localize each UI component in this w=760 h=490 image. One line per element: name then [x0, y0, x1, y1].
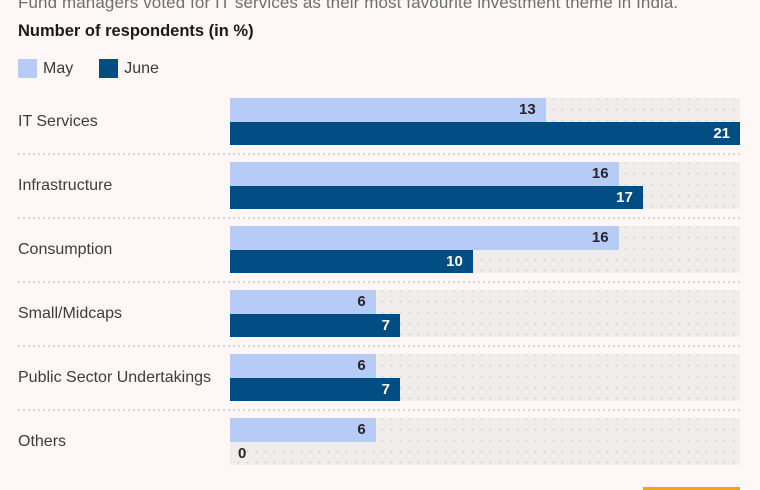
chart-row: Consumption 16 10 [18, 226, 740, 273]
chart-row: Others 6 0 [18, 418, 740, 465]
row-separator [18, 280, 740, 283]
june-swatch-icon [99, 59, 119, 78]
value-label: 6 [357, 421, 366, 438]
bar-lane-may: 6 [230, 354, 740, 378]
infographic-content: Fund managers voted for IT services as t… [18, 0, 740, 465]
bar-may: 6 [230, 418, 376, 442]
chart-row: Public Sector Undertakings 6 7 [18, 354, 740, 401]
bar-lane-june: 17 [230, 185, 740, 209]
category-label: Others [18, 433, 67, 450]
intro-text: Fund managers voted for IT services as t… [18, 0, 679, 12]
value-label: 17 [616, 188, 633, 206]
legend-label: May [43, 59, 74, 77]
bar-may: 6 [230, 290, 376, 314]
value-label: 16 [591, 229, 609, 246]
value-label: 16 [591, 165, 609, 182]
value-label: 7 [381, 380, 390, 398]
bar-may: 6 [230, 354, 376, 378]
bar-lane-june: 7 [230, 377, 740, 401]
category-label: Public Sector Undertakings [18, 369, 211, 386]
category-label: Infrastructure [18, 177, 113, 194]
category-label: Consumption [18, 241, 113, 258]
chart-row: Infrastructure 16 17 [18, 162, 740, 209]
may-swatch-icon [18, 59, 37, 78]
bar-track: 13 21 [230, 98, 740, 145]
bar-track: 16 10 [230, 226, 740, 273]
legend: May June [18, 59, 740, 78]
bar-track: 16 17 [230, 162, 740, 209]
bar-lane-june: 0 [230, 442, 740, 466]
legend-item-may: May [18, 59, 73, 78]
bar-june: 17 [230, 185, 643, 209]
bar-lane-may: 6 [230, 290, 740, 314]
chart-row: IT Services 13 21 [18, 98, 740, 145]
chart-title: Number of respondents (in %) [18, 22, 254, 40]
row-separator [18, 408, 740, 411]
category-label: IT Services [18, 113, 98, 130]
legend-item-june: June [99, 59, 159, 78]
bar-june: 21 [230, 121, 740, 145]
row-separator [18, 216, 740, 219]
value-label: 10 [446, 252, 463, 270]
bar-june: 7 [230, 313, 400, 337]
value-label: 13 [519, 101, 536, 118]
value-label: 7 [381, 316, 390, 334]
bar-lane-may: 16 [230, 226, 740, 250]
bar-lane-may: 13 [230, 98, 740, 122]
bar-lane-may: 16 [230, 162, 740, 186]
bar-may: 16 [230, 226, 619, 250]
bar-may: 13 [230, 98, 546, 122]
bar-lane-june: 7 [230, 313, 740, 337]
bar-june: 7 [230, 377, 400, 401]
value-label: 0 [238, 444, 247, 462]
bar-chart: IT Services 13 21 Infrastructure 16 17 Consump… [18, 98, 740, 465]
bar-june: 10 [230, 249, 473, 273]
bar-lane-june: 21 [230, 121, 740, 145]
value-label: 6 [357, 357, 366, 374]
bar-may: 16 [230, 162, 619, 186]
row-separator [18, 344, 740, 347]
value-label: 21 [713, 124, 730, 142]
row-separator [18, 152, 740, 155]
value-label: 6 [357, 293, 366, 310]
bar-lane-may: 6 [230, 418, 740, 442]
chart-row: Small/Midcaps 6 7 [18, 290, 740, 337]
legend-label: June [124, 59, 159, 77]
bar-lane-june: 10 [230, 249, 740, 273]
footer-accent-button[interactable] [643, 487, 740, 490]
category-label: Small/Midcaps [18, 305, 123, 322]
